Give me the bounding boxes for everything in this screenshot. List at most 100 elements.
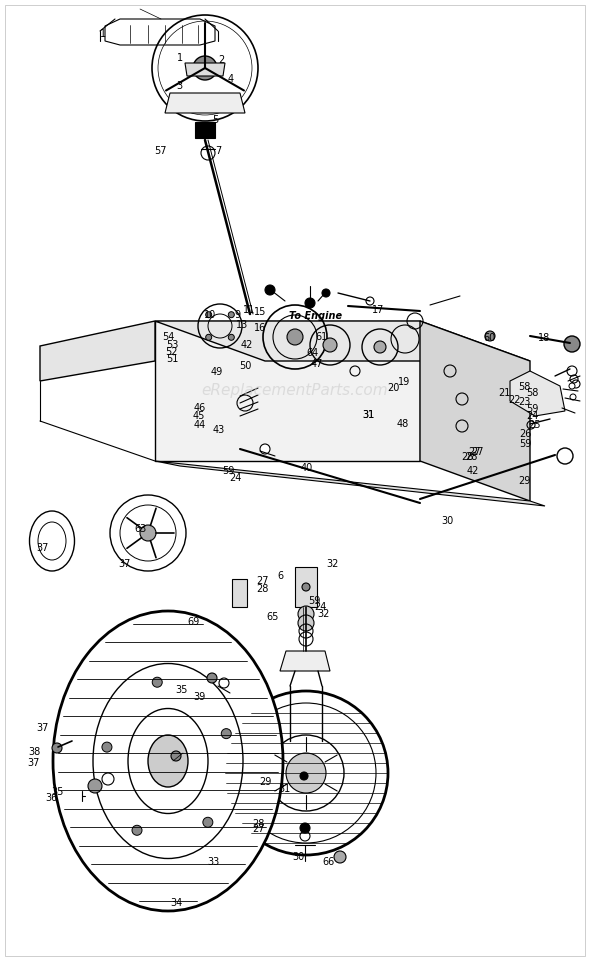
Text: 31: 31 (278, 784, 291, 794)
Text: 20: 20 (388, 383, 400, 393)
Text: 1: 1 (177, 53, 183, 62)
Text: 33: 33 (208, 857, 220, 867)
Text: 23: 23 (518, 397, 530, 407)
Text: eReplacementParts.com: eReplacementParts.com (202, 383, 388, 399)
Text: 36: 36 (45, 793, 58, 802)
Text: 59: 59 (526, 405, 539, 414)
Text: 17: 17 (372, 306, 384, 315)
Circle shape (228, 334, 234, 340)
Circle shape (485, 331, 495, 341)
Text: 58: 58 (518, 382, 530, 392)
Circle shape (300, 823, 310, 833)
Text: 58: 58 (526, 388, 539, 398)
Polygon shape (155, 321, 530, 361)
Circle shape (52, 743, 62, 753)
Ellipse shape (148, 735, 188, 787)
Text: 31: 31 (362, 410, 375, 420)
Circle shape (201, 146, 215, 160)
Text: 5: 5 (212, 115, 219, 125)
Ellipse shape (53, 611, 283, 911)
Text: 13: 13 (236, 320, 248, 330)
Text: 32: 32 (326, 559, 339, 569)
Text: 54: 54 (162, 333, 175, 342)
Circle shape (300, 772, 308, 780)
Text: 59: 59 (308, 596, 320, 605)
Circle shape (206, 334, 212, 340)
Circle shape (569, 383, 575, 389)
Circle shape (132, 825, 142, 835)
Circle shape (171, 751, 181, 761)
Text: 42: 42 (241, 340, 253, 350)
Circle shape (334, 851, 346, 863)
Circle shape (322, 289, 330, 297)
Circle shape (260, 444, 270, 454)
Circle shape (323, 338, 337, 352)
Circle shape (265, 285, 275, 295)
Polygon shape (40, 321, 155, 381)
Circle shape (570, 394, 576, 400)
Circle shape (88, 779, 102, 793)
Text: 44: 44 (193, 420, 205, 430)
Polygon shape (420, 321, 530, 501)
Text: 29: 29 (518, 476, 530, 485)
Text: 52: 52 (166, 347, 178, 357)
Text: 16: 16 (254, 323, 266, 333)
Text: 45: 45 (193, 411, 205, 421)
Text: 51: 51 (166, 355, 178, 364)
Ellipse shape (30, 511, 74, 571)
Text: 30: 30 (293, 852, 305, 862)
Text: 32: 32 (317, 609, 330, 619)
Text: 27: 27 (252, 825, 264, 834)
Text: 40: 40 (301, 463, 313, 473)
Text: 48: 48 (396, 419, 409, 429)
Text: 42: 42 (466, 466, 478, 476)
Circle shape (302, 583, 310, 591)
Text: 28: 28 (257, 584, 269, 594)
Polygon shape (155, 461, 545, 506)
Text: 9: 9 (234, 310, 240, 320)
Text: 3: 3 (176, 82, 182, 91)
Text: 37: 37 (118, 559, 130, 569)
Text: 35: 35 (175, 685, 188, 695)
Text: 24: 24 (526, 411, 539, 421)
Text: 27: 27 (471, 447, 483, 456)
Text: 63: 63 (135, 524, 147, 533)
Text: 37: 37 (37, 543, 49, 553)
Text: 59: 59 (519, 439, 532, 449)
Text: 57: 57 (154, 146, 166, 156)
Text: 66: 66 (322, 857, 335, 867)
Text: 53: 53 (166, 340, 178, 350)
Circle shape (206, 311, 212, 318)
Circle shape (298, 606, 314, 622)
Text: 2: 2 (218, 55, 225, 64)
Text: 31: 31 (362, 410, 375, 420)
Bar (232, 579, 247, 607)
Polygon shape (280, 651, 330, 671)
Text: 47: 47 (310, 359, 323, 369)
Text: 59: 59 (222, 466, 235, 476)
Text: 28: 28 (465, 453, 477, 462)
Circle shape (102, 742, 112, 752)
Text: 29: 29 (259, 777, 271, 787)
Circle shape (193, 56, 217, 80)
Circle shape (203, 817, 213, 827)
Text: 11: 11 (243, 306, 255, 315)
Text: 46: 46 (193, 404, 205, 413)
Text: 69: 69 (187, 617, 199, 627)
Polygon shape (155, 321, 420, 461)
Text: 61: 61 (316, 333, 328, 342)
Text: 18: 18 (538, 333, 550, 343)
Bar (195, 122, 215, 138)
Circle shape (140, 525, 156, 541)
Circle shape (298, 615, 314, 631)
Text: 6: 6 (277, 571, 283, 580)
Text: 25: 25 (528, 420, 540, 430)
Text: 19: 19 (398, 377, 411, 386)
Text: 38: 38 (28, 747, 40, 756)
Text: 26: 26 (519, 430, 532, 439)
Text: 65: 65 (267, 612, 279, 622)
Polygon shape (105, 19, 215, 45)
Text: 39: 39 (194, 692, 206, 702)
Text: 49: 49 (211, 367, 223, 377)
Circle shape (286, 753, 326, 793)
